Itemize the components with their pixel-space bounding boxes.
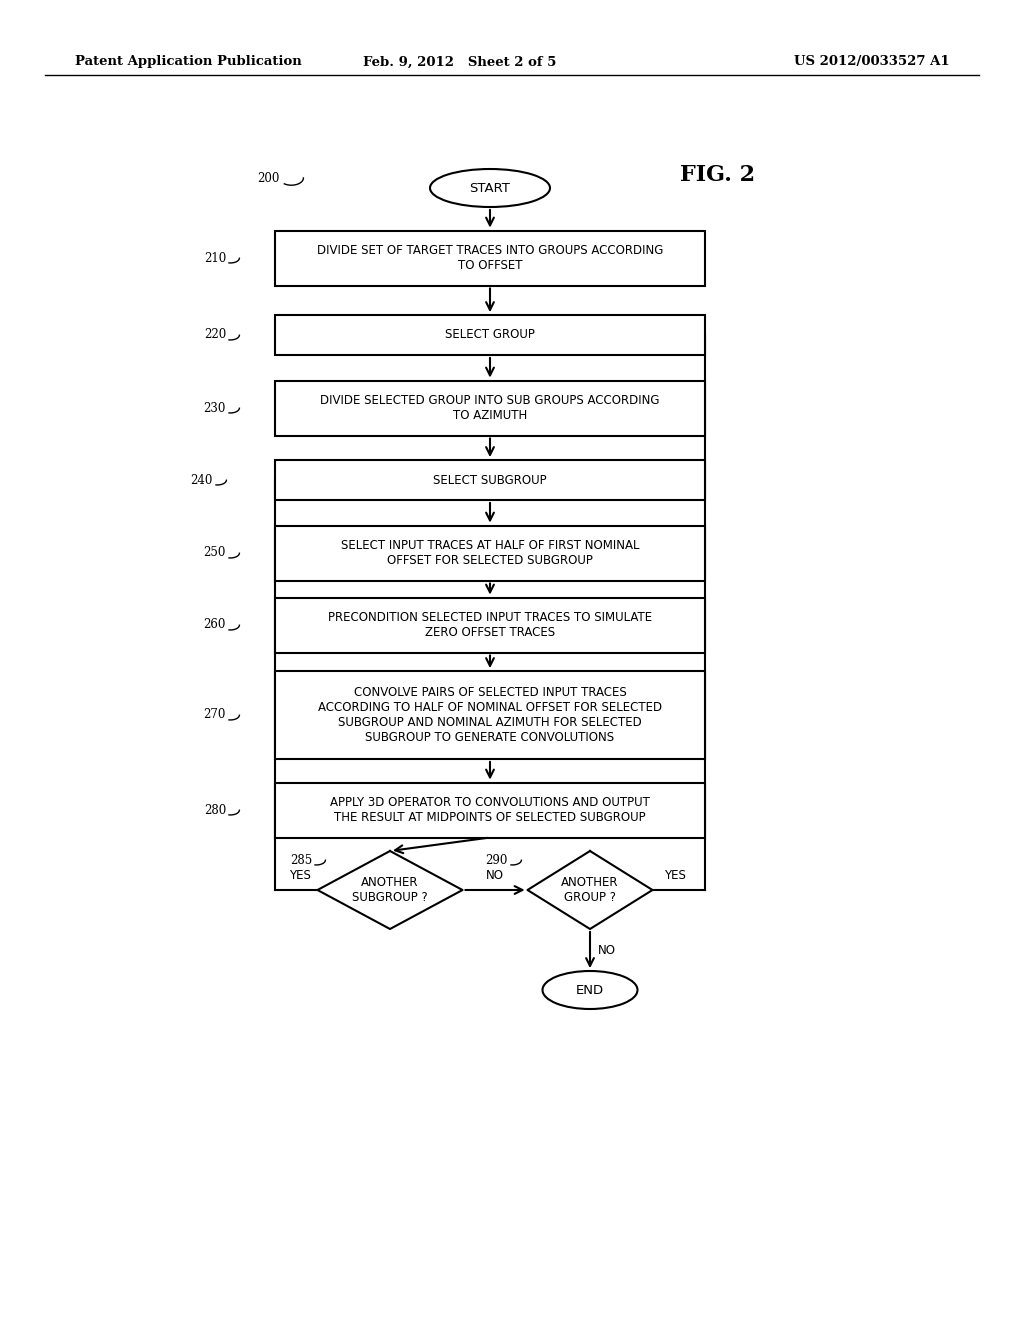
Text: APPLY 3D OPERATOR TO CONVOLUTIONS AND OUTPUT
THE RESULT AT MIDPOINTS OF SELECTED: APPLY 3D OPERATOR TO CONVOLUTIONS AND OU… bbox=[330, 796, 650, 824]
Text: SELECT SUBGROUP: SELECT SUBGROUP bbox=[433, 474, 547, 487]
Text: YES: YES bbox=[664, 869, 685, 882]
Text: YES: YES bbox=[289, 869, 310, 882]
Text: SELECT GROUP: SELECT GROUP bbox=[445, 329, 535, 342]
Text: ANOTHER
SUBGROUP ?: ANOTHER SUBGROUP ? bbox=[352, 876, 428, 904]
Text: 240: 240 bbox=[190, 474, 213, 487]
FancyBboxPatch shape bbox=[275, 783, 705, 837]
Text: FIG. 2: FIG. 2 bbox=[680, 164, 755, 186]
Text: 260: 260 bbox=[204, 619, 226, 631]
Text: Patent Application Publication: Patent Application Publication bbox=[75, 55, 302, 69]
Text: PRECONDITION SELECTED INPUT TRACES TO SIMULATE
ZERO OFFSET TRACES: PRECONDITION SELECTED INPUT TRACES TO SI… bbox=[328, 611, 652, 639]
Polygon shape bbox=[527, 851, 652, 929]
Text: 285: 285 bbox=[290, 854, 312, 866]
Text: 210: 210 bbox=[204, 252, 226, 264]
FancyBboxPatch shape bbox=[275, 231, 705, 285]
Polygon shape bbox=[317, 851, 463, 929]
Text: DIVIDE SELECTED GROUP INTO SUB GROUPS ACCORDING
TO AZIMUTH: DIVIDE SELECTED GROUP INTO SUB GROUPS AC… bbox=[321, 393, 659, 422]
Text: 270: 270 bbox=[204, 709, 226, 722]
FancyBboxPatch shape bbox=[275, 459, 705, 500]
Text: 220: 220 bbox=[204, 329, 226, 342]
Text: START: START bbox=[470, 181, 510, 194]
Text: ANOTHER
GROUP ?: ANOTHER GROUP ? bbox=[561, 876, 618, 904]
Text: NO: NO bbox=[486, 869, 504, 882]
Text: DIVIDE SET OF TARGET TRACES INTO GROUPS ACCORDING
TO OFFSET: DIVIDE SET OF TARGET TRACES INTO GROUPS … bbox=[316, 244, 664, 272]
Text: NO: NO bbox=[598, 944, 616, 957]
Text: SELECT INPUT TRACES AT HALF OF FIRST NOMINAL
OFFSET FOR SELECTED SUBGROUP: SELECT INPUT TRACES AT HALF OF FIRST NOM… bbox=[341, 539, 639, 568]
Text: 250: 250 bbox=[204, 546, 226, 560]
Ellipse shape bbox=[430, 169, 550, 207]
Text: CONVOLVE PAIRS OF SELECTED INPUT TRACES
ACCORDING TO HALF OF NOMINAL OFFSET FOR : CONVOLVE PAIRS OF SELECTED INPUT TRACES … bbox=[317, 686, 663, 744]
Text: Feb. 9, 2012   Sheet 2 of 5: Feb. 9, 2012 Sheet 2 of 5 bbox=[364, 55, 557, 69]
FancyBboxPatch shape bbox=[275, 315, 705, 355]
FancyBboxPatch shape bbox=[275, 380, 705, 436]
Ellipse shape bbox=[543, 972, 638, 1008]
Text: END: END bbox=[575, 983, 604, 997]
Text: 290: 290 bbox=[485, 854, 508, 866]
Text: 230: 230 bbox=[204, 401, 226, 414]
Text: US 2012/0033527 A1: US 2012/0033527 A1 bbox=[795, 55, 950, 69]
Text: 200: 200 bbox=[258, 172, 280, 185]
Text: 280: 280 bbox=[204, 804, 226, 817]
FancyBboxPatch shape bbox=[275, 598, 705, 652]
FancyBboxPatch shape bbox=[275, 671, 705, 759]
FancyBboxPatch shape bbox=[275, 525, 705, 581]
